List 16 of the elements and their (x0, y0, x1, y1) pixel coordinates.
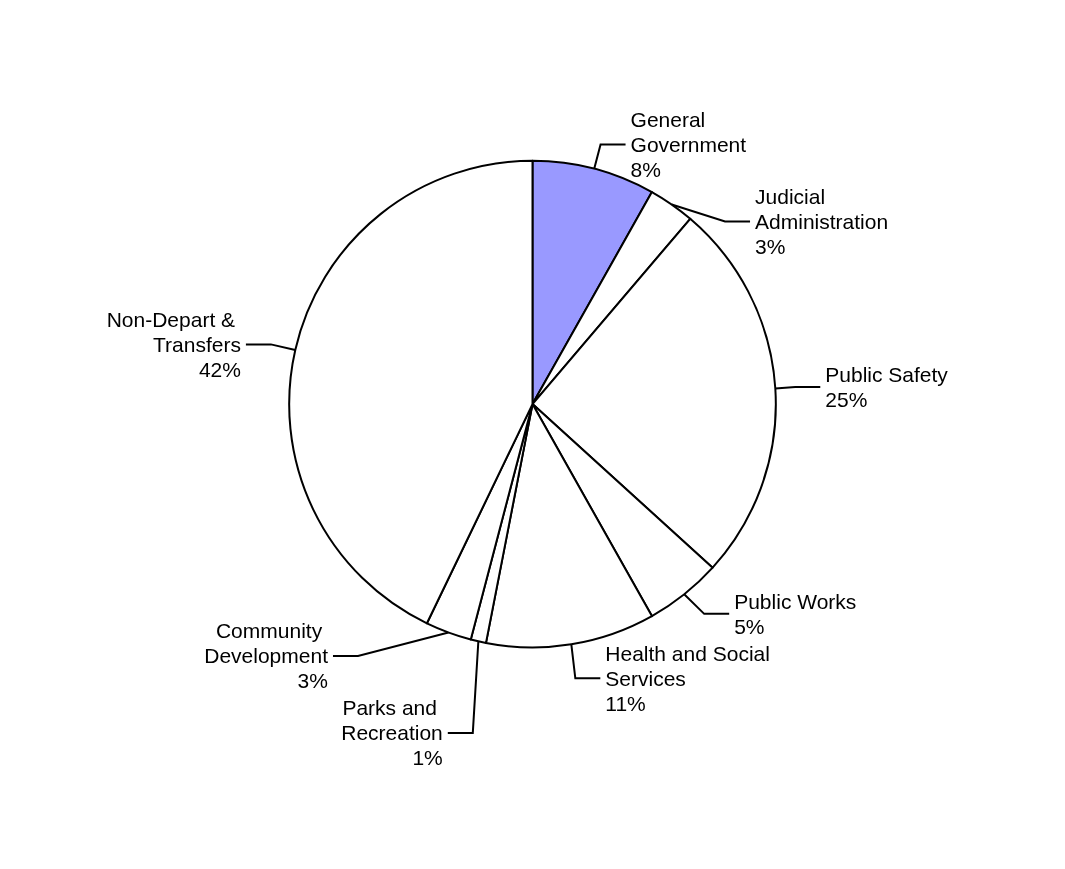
data-label: 11% (605, 691, 646, 715)
data-label: 8% (630, 158, 661, 182)
data-label: 3% (755, 235, 786, 259)
data-label: 1% (412, 746, 443, 770)
slice-label: Judicial Administration (755, 185, 889, 234)
data-label: 3% (297, 669, 328, 693)
slice-label: Parks and Recreation (341, 696, 443, 745)
slice-label: Non-Depart & Transfers (106, 307, 241, 356)
slice-label: Health and Social Services (605, 641, 776, 690)
slice-label: Community Development (204, 619, 329, 668)
slice-label: General Government (630, 108, 747, 157)
data-label: 42% (198, 357, 241, 381)
slice-label: Public Works (734, 589, 857, 613)
data-label: 5% (734, 614, 765, 638)
data-label: 25% (825, 387, 868, 411)
slice-label: Public Safety (825, 362, 949, 386)
